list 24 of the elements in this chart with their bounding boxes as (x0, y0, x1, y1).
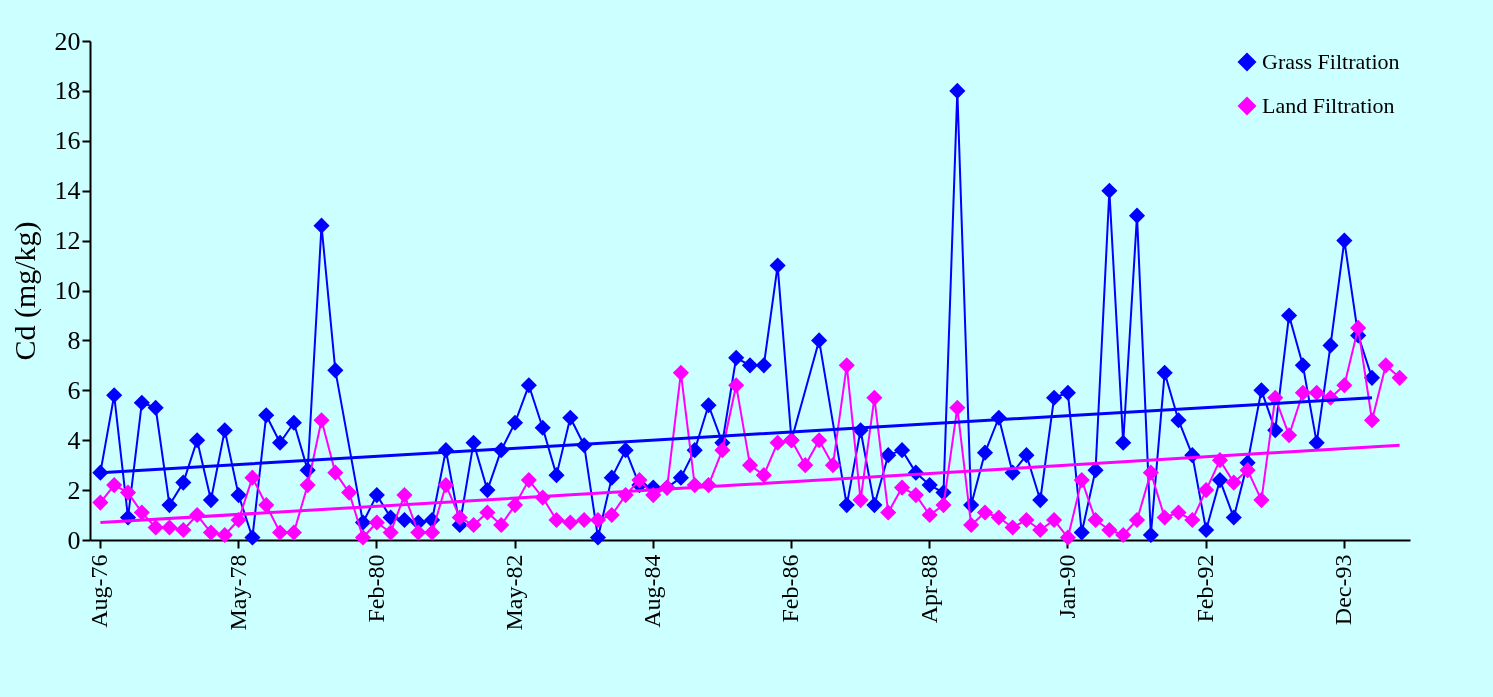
x-tick-label: Apr-88 (915, 554, 942, 624)
y-tick-label: 18 (54, 76, 81, 106)
x-tick-label: Aug-76 (86, 554, 113, 628)
y-tick-label: 10 (54, 276, 81, 305)
x-tick-label: May-78 (224, 554, 251, 631)
y-tick-label: 0 (67, 525, 81, 555)
x-tick-label: Feb-92 (1192, 554, 1219, 623)
y-tick-label: 2 (67, 475, 81, 505)
x-tick-label: May-82 (501, 554, 528, 631)
x-tick-label: Dec-93 (1330, 554, 1357, 626)
x-tick-label: Aug-84 (639, 554, 666, 628)
y-tick-label: 20 (54, 26, 81, 56)
y-tick-label: 14 (54, 176, 81, 206)
y-axis-title: Cd (mg/kg) (7, 221, 42, 361)
y-tick-label: 16 (54, 126, 81, 156)
legend-label: Land Filtration (1262, 93, 1395, 118)
y-tick-label: 4 (67, 425, 81, 455)
x-tick-label: Feb-80 (362, 554, 389, 623)
x-tick-label: Jan-90 (1053, 554, 1080, 619)
y-tick-label: 6 (67, 375, 81, 405)
legend-label: Grass Filtration (1262, 49, 1400, 74)
x-tick-label: Feb-86 (777, 554, 804, 623)
y-tick-label: 8 (67, 325, 81, 355)
y-tick-label: 12 (54, 226, 81, 256)
